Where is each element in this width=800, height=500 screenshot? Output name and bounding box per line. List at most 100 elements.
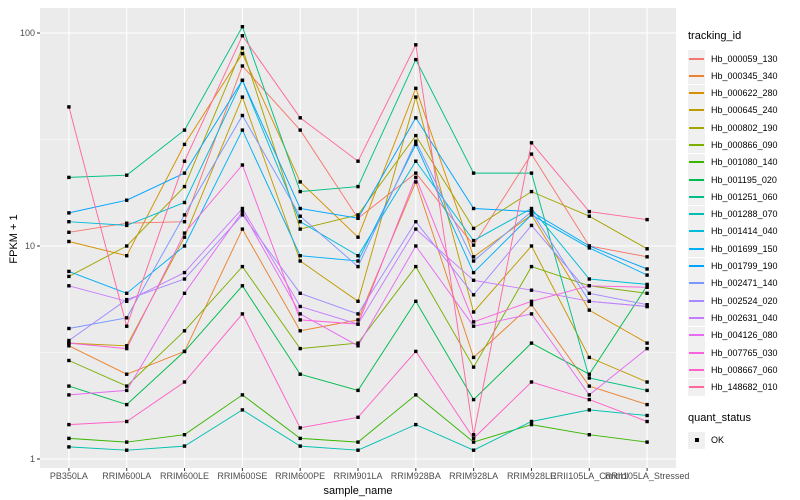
legend-key-swatch: [688, 309, 705, 327]
legend-entry-label: Hb_000345_340: [711, 70, 778, 81]
data-point-Hb_002524_020: [125, 297, 129, 302]
legend-entry: Hb_001699_150: [688, 240, 800, 258]
data-point-Hb_001414_040: [298, 220, 302, 224]
data-point-Hb_008667_060: [645, 419, 649, 424]
legend-entry-label: Hb_000059_130: [711, 53, 778, 64]
data-point-Hb_001251_060: [414, 57, 418, 62]
data-point-Hb_002524_020: [356, 312, 360, 316]
data-point-Hb_001699_150: [645, 273, 649, 277]
data-point-Hb_000622_280: [67, 239, 71, 244]
legend-entry-label: Hb_000866_090: [711, 139, 778, 150]
legend-entry: Hb_000059_130: [688, 50, 800, 67]
data-point-Hb_004126_080: [471, 324, 476, 328]
x-tick-label: RRII105LA_Control: [550, 471, 628, 481]
legend-key-swatch: [688, 240, 705, 258]
data-point-Hb_002524_020: [414, 220, 418, 224]
data-point-Hb_004126_080: [414, 244, 418, 248]
data-point-Hb_001799_190: [471, 206, 476, 211]
data-point-Hb_000866_090: [67, 358, 71, 363]
data-point-Hb_000059_130: [298, 128, 302, 132]
legend-entry: Hb_000802_190: [688, 119, 800, 137]
data-point-Hb_001251_060: [587, 376, 591, 380]
data-point-Hb_001414_040: [471, 238, 476, 243]
x-tick-label: RRIM928LA: [449, 471, 498, 481]
legend-entry-label: Hb_002471_140: [711, 278, 778, 289]
legend-key-swatch: [688, 257, 705, 275]
data-point-Hb_004126_080: [587, 393, 591, 397]
data-point-Hb_001195_020: [125, 402, 129, 407]
data-point-Hb_001080_140: [356, 440, 360, 444]
legend-key-swatch: [688, 378, 705, 396]
data-point-Hb_008667_060: [356, 415, 360, 419]
data-point-Hb_002471_140: [414, 139, 418, 143]
data-point-Hb_001251_060: [645, 388, 649, 393]
data-point-Hb_000059_130: [67, 230, 71, 234]
legend-line-swatch: [689, 368, 704, 371]
data-point-Hb_007765_030: [298, 318, 302, 322]
y-axis-title: FPKM + 1: [8, 214, 20, 264]
data-point-Hb_007765_030: [471, 320, 476, 324]
data-point-Hb_000866_090: [182, 329, 187, 333]
data-point-Hb_001414_040: [587, 277, 591, 281]
data-point-Hb_148682_010: [356, 159, 360, 163]
data-point-Hb_001195_020: [471, 397, 476, 402]
data-point-Hb_000645_240: [471, 310, 476, 314]
data-point-Hb_000866_090: [471, 365, 476, 369]
data-point-Hb_001699_150: [471, 270, 476, 275]
data-point-Hb_000345_340: [471, 355, 476, 360]
data-point-Hb_007765_030: [182, 231, 187, 235]
data-point-Hb_004126_080: [529, 312, 534, 316]
legend-entry: Hb_001414_040: [688, 222, 800, 240]
legend-entry: Hb_000645_240: [688, 101, 800, 119]
data-point-Hb_008667_060: [125, 419, 129, 424]
data-point-Hb_001699_150: [240, 128, 245, 132]
x-tick-label: RRII105LA_Stressed: [605, 471, 690, 481]
data-point-Hb_148682_010: [645, 217, 649, 222]
data-point-Hb_000645_240: [298, 259, 302, 263]
quant-key-swatch: [688, 431, 705, 449]
data-point-Hb_002524_020: [587, 291, 591, 295]
legend-entry: Hb_001251_060: [688, 188, 800, 206]
data-point-Hb_001799_190: [356, 216, 360, 220]
legend-entry: Hb_007765_030: [688, 344, 800, 362]
legend-line-swatch: [689, 230, 704, 233]
data-point-Hb_148682_010: [67, 105, 71, 109]
legend-key-swatch: [688, 188, 705, 206]
data-point-Hb_000866_090: [298, 346, 302, 351]
data-point-Hb_001699_150: [356, 259, 360, 263]
data-point-Hb_001251_060: [529, 171, 534, 175]
legend-entry: Hb_001080_140: [688, 153, 800, 171]
data-point-Hb_000802_190: [414, 133, 418, 138]
data-point-Hb_002471_140: [471, 259, 476, 263]
data-point-Hb_001414_040: [529, 206, 534, 211]
quant-status-label: OK: [711, 435, 725, 446]
data-point-Hb_007765_030: [356, 322, 360, 326]
data-point-Hb_001414_040: [182, 200, 187, 205]
data-point-Hb_000866_090: [414, 264, 418, 269]
data-point-Hb_000345_340: [67, 344, 71, 348]
data-point-Hb_001288_070: [414, 422, 418, 427]
legend-entry: Hb_002471_140: [688, 274, 800, 292]
data-point-Hb_000802_190: [587, 214, 591, 218]
legend-entry: Hb_001195_020: [688, 171, 800, 189]
data-point-Hb_001799_190: [587, 244, 591, 248]
legend-entry-label: Hb_000645_240: [711, 105, 778, 116]
data-point-Hb_000645_240: [645, 380, 649, 384]
data-point-Hb_001288_070: [529, 419, 534, 424]
legend-entry-label: Hb_001080_140: [711, 157, 778, 168]
data-point-Hb_148682_010: [414, 43, 418, 47]
data-point-Hb_000622_280: [356, 235, 360, 239]
legend-line-swatch: [689, 351, 704, 354]
data-point-Hb_002631_040: [529, 288, 534, 292]
x-tick-label: PB350LA: [50, 471, 88, 481]
data-point-Hb_001195_020: [356, 388, 360, 393]
legend-entry-label: Hb_007765_030: [711, 347, 778, 358]
legend-entry-label: Hb_000802_190: [711, 122, 778, 133]
legend-key-swatch: [688, 205, 705, 223]
data-point-Hb_004126_080: [298, 312, 302, 316]
legend-key-swatch: [688, 101, 705, 119]
data-point-Hb_000802_190: [182, 184, 187, 189]
data-point-Hb_001288_070: [125, 448, 129, 452]
